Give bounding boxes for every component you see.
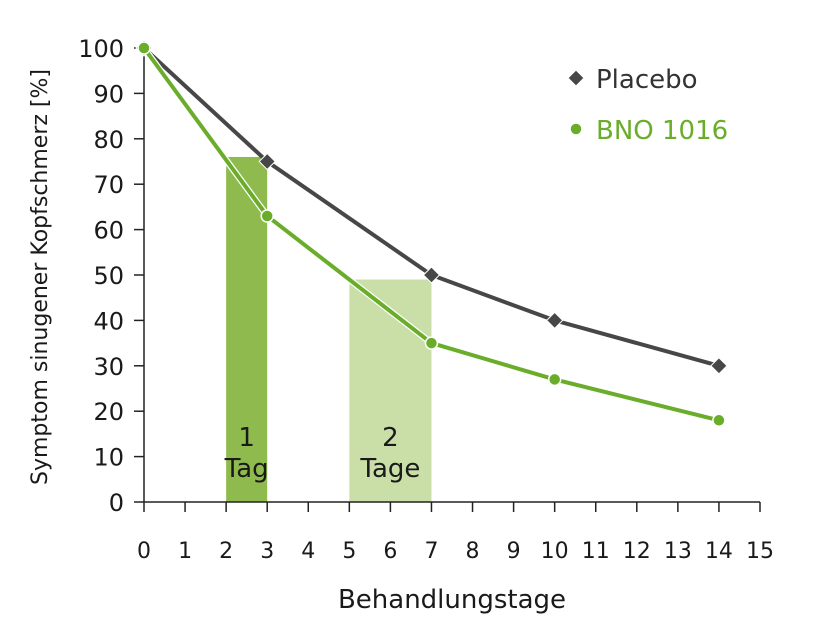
x-tick-label: 0 — [137, 539, 151, 564]
diamond-legend-icon — [567, 69, 585, 87]
x-tick-label: 14 — [705, 539, 733, 564]
x-tick-label: 1 — [178, 539, 192, 564]
y-tick-label: 90 — [93, 80, 124, 108]
x-tick-label: 5 — [342, 539, 356, 564]
y-axis-label: Symptom sinugener Kopfschmerz [%] — [28, 69, 53, 485]
duration-bar-unit: Tag — [224, 454, 269, 484]
legend-label: Placebo — [596, 65, 698, 95]
y-tick-label: 70 — [93, 171, 124, 199]
y-tick-label: 40 — [93, 307, 124, 335]
data-point — [258, 152, 276, 171]
data-point — [137, 41, 151, 55]
y-tick-label: 80 — [93, 126, 124, 154]
x-tick-label: 9 — [507, 539, 521, 564]
duration-bar-number: 1 — [238, 423, 255, 453]
x-axis-label: Behandlungstage — [338, 585, 566, 615]
y-tick-label: 20 — [93, 398, 124, 426]
x-tick-label: 8 — [466, 539, 480, 564]
y-tick-label: 10 — [93, 444, 124, 472]
data-point — [547, 372, 562, 387]
duration-bar — [349, 279, 432, 502]
x-tick-label: 6 — [383, 539, 397, 564]
x-tick-label: 2 — [219, 539, 233, 564]
y-tick-label: 0 — [109, 489, 124, 517]
legend-label: BNO 1016 — [596, 116, 728, 146]
data-point — [712, 413, 726, 428]
x-tick-label: 7 — [424, 539, 438, 564]
duration-bar-unit: Tage — [359, 454, 420, 484]
y-tick-label: 100 — [78, 35, 124, 63]
data-point — [545, 311, 564, 330]
y-tick-label: 50 — [93, 262, 124, 290]
duration-bar-number: 2 — [382, 423, 399, 453]
circle-legend-icon — [569, 122, 583, 136]
x-tick-label: 3 — [260, 539, 274, 564]
duration-bar — [226, 156, 268, 502]
y-tick-label: 60 — [93, 217, 124, 245]
data-point — [260, 209, 274, 223]
x-tick-label: 13 — [664, 539, 692, 564]
x-tick-label: 11 — [582, 539, 610, 564]
x-tick-label: 4 — [301, 539, 315, 564]
y-tick-label: 30 — [93, 353, 124, 381]
x-tick-label: 10 — [541, 539, 569, 564]
data-point — [424, 336, 439, 350]
x-tick-label: 15 — [746, 539, 774, 564]
x-tick-label: 12 — [623, 539, 651, 564]
data-point — [422, 266, 441, 284]
data-point — [710, 357, 728, 375]
